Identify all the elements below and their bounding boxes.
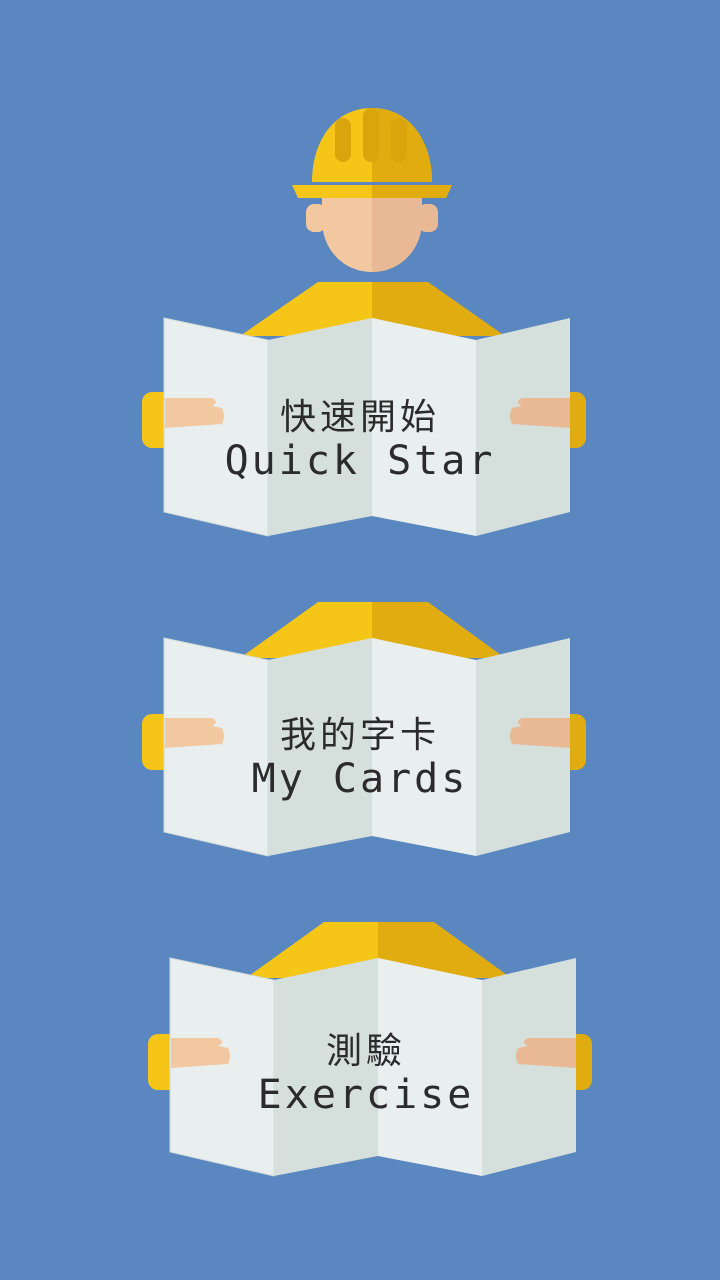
quick-start-label-zh: 快速開始: [279, 397, 440, 438]
my-cards-label-en: My Cards: [251, 756, 469, 802]
my-cards-button[interactable]: 我的字卡 My Cards: [150, 694, 570, 854]
quick-start-button[interactable]: 快速開始 Quick Star: [150, 376, 570, 536]
exercise-button[interactable]: 測驗 Exercise: [156, 1010, 576, 1170]
exercise-label-zh: 測驗: [325, 1031, 406, 1072]
exercise-label-en: Exercise: [257, 1072, 475, 1118]
newspaper-exercise-icon: [148, 922, 592, 1177]
newspaper-quick-start-icon: [142, 282, 586, 537]
newspaper-my-cards-icon: [142, 602, 586, 857]
quick-start-label-en: Quick Star: [224, 438, 496, 484]
worker-head-icon: [292, 108, 452, 272]
my-cards-label-zh: 我的字卡: [279, 715, 440, 756]
